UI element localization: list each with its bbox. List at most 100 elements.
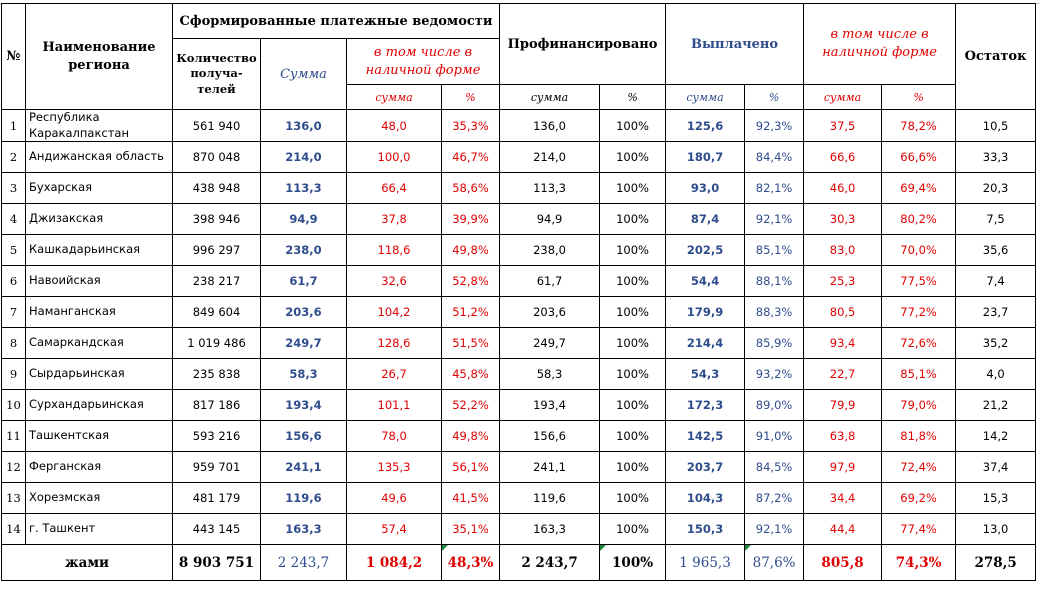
row-cash: 32,6	[346, 265, 442, 298]
header-region: Наименование региона	[25, 3, 173, 110]
row-count: 959 701	[172, 451, 261, 484]
row-cash: 100,0	[346, 141, 442, 174]
row-fin: 113,3	[499, 172, 601, 205]
sub-cash-sum: сумма	[346, 84, 442, 110]
row-rest: 37,4	[955, 451, 1037, 484]
row-fin: 163,3	[499, 513, 601, 546]
row-count: 849 604	[172, 296, 261, 329]
payments-table: № Наименование региона Сформированные пл…	[1, 3, 1037, 582]
row-number: 5	[1, 234, 26, 267]
row-number: 9	[1, 358, 26, 391]
row-paid-pct: 92,1%	[744, 513, 805, 546]
row-sum: 61,7	[260, 265, 347, 298]
row-cash-pct: 52,2%	[440, 389, 501, 422]
row-fin: 136,0	[499, 108, 601, 143]
row-count: 443 145	[172, 513, 261, 546]
row-fin: 249,7	[499, 327, 601, 360]
total-sum: 2 243,7	[260, 544, 347, 582]
row-sum: 136,0	[260, 108, 347, 143]
total-fin: 2 243,7	[499, 544, 601, 582]
row-rest: 14,2	[955, 420, 1037, 453]
row-sum: 203,6	[260, 296, 347, 329]
row-paid: 214,4	[665, 327, 746, 360]
row-paid-pct: 87,2%	[744, 482, 805, 515]
total-label: жами	[1, 544, 173, 582]
header-paid: Выплачено	[665, 3, 805, 85]
row-sum: 119,6	[260, 482, 347, 515]
row-paid: 54,4	[665, 265, 746, 298]
sub-paid-sum: сумма	[665, 84, 746, 110]
row-count: 561 940	[172, 108, 261, 143]
row-paid-cash: 34,4	[803, 482, 883, 515]
row-fin: 203,6	[499, 296, 601, 329]
sub-cash-pct: %	[440, 84, 501, 110]
row-paid-cash: 79,9	[803, 389, 883, 422]
row-count: 870 048	[172, 141, 261, 174]
row-paid: 179,9	[665, 296, 746, 329]
sub-fin-pct: %	[599, 84, 667, 110]
header-formed: Сформированные платежные ведомости	[171, 3, 501, 39]
row-paid-pct: 88,3%	[744, 296, 805, 329]
row-region: Сырдарьинская	[25, 358, 173, 391]
row-region: Хорезмская	[25, 482, 173, 515]
row-cash-pct: 51,5%	[440, 327, 501, 360]
row-paid-cash: 25,3	[803, 265, 883, 298]
row-count: 398 946	[172, 203, 261, 236]
row-sum: 58,3	[260, 358, 347, 391]
row-paid: 87,4	[665, 203, 746, 236]
row-fin-pct: 100%	[599, 172, 667, 205]
row-paid-cash-pct: 72,6%	[881, 327, 957, 360]
row-paid-pct: 88,1%	[744, 265, 805, 298]
row-paid-cash-pct: 79,0%	[881, 389, 957, 422]
table-row: 9 Сырдарьинская 235 838 58,3 26,7 45,8% 58,3 10…	[1, 358, 1037, 391]
row-fin: 238,0	[499, 234, 601, 267]
row-rest: 35,6	[955, 234, 1037, 267]
row-cash: 101,1	[346, 389, 442, 422]
row-fin-pct: 100%	[599, 141, 667, 174]
table-row: 13 Хорезмская 481 179 119,6 49,6 41,5% 119,6 10…	[1, 482, 1037, 515]
row-paid-cash-pct: 77,5%	[881, 265, 957, 298]
row-paid-pct: 84,5%	[744, 451, 805, 484]
row-paid-cash-pct: 72,4%	[881, 451, 957, 484]
row-paid: 125,6	[665, 108, 746, 143]
row-count: 817 186	[172, 389, 261, 422]
row-sum: 238,0	[260, 234, 347, 267]
row-number: 12	[1, 451, 26, 484]
total-cash: 1 084,2	[346, 544, 442, 582]
header-no: №	[1, 3, 26, 110]
row-paid-pct: 84,4%	[744, 141, 805, 174]
table-row: 3 Бухарская 438 948 113,3 66,4 58,6% 113,3 100%…	[1, 172, 1037, 205]
header-cash: в том числе в наличной форме	[345, 38, 501, 85]
table-row: 11 Ташкентская 593 216 156,6 78,0 49,8% 156,6 1…	[1, 420, 1037, 453]
table-row: 7 Наманганская 849 604 203,6 104,2 51,2% 203,6…	[1, 296, 1037, 329]
row-region: Ташкентская	[25, 420, 173, 453]
row-paid-cash-pct: 69,2%	[881, 482, 957, 515]
row-rest: 35,2	[955, 327, 1037, 360]
row-region: Самаркандская	[25, 327, 173, 360]
row-paid-cash-pct: 77,2%	[881, 296, 957, 329]
row-region: г. Ташкент	[25, 513, 173, 546]
row-cash-pct: 56,1%	[440, 451, 501, 484]
row-rest: 7,5	[955, 203, 1037, 236]
row-count: 438 948	[172, 172, 261, 205]
row-paid-cash: 63,8	[803, 420, 883, 453]
row-number: 13	[1, 482, 26, 515]
row-fin-pct: 100%	[599, 327, 667, 360]
row-fin-pct: 100%	[599, 420, 667, 453]
row-number: 2	[1, 141, 26, 174]
row-paid-pct: 89,0%	[744, 389, 805, 422]
row-fin-pct: 100%	[599, 108, 667, 143]
row-number: 4	[1, 203, 26, 236]
row-region: Андижанская область	[25, 141, 173, 174]
row-fin-pct: 100%	[599, 234, 667, 267]
row-rest: 20,3	[955, 172, 1037, 205]
row-rest: 10,5	[955, 108, 1037, 143]
row-region: Республика Каракалпакстан	[25, 108, 173, 143]
row-paid-cash-pct: 80,2%	[881, 203, 957, 236]
row-paid-cash: 44,4	[803, 513, 883, 546]
row-sum: 156,6	[260, 420, 347, 453]
row-cash-pct: 41,5%	[440, 482, 501, 515]
row-cash-pct: 52,8%	[440, 265, 501, 298]
row-region: Ферганская	[25, 451, 173, 484]
row-region: Сурхандарьинская	[25, 389, 173, 422]
